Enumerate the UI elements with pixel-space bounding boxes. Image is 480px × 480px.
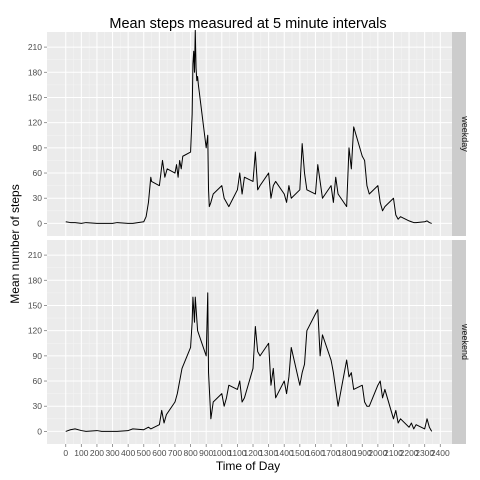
x-tick-label: 1900 <box>353 448 372 458</box>
x-tick-label: 400 <box>121 448 135 458</box>
y-tick-label: 0 <box>37 218 42 228</box>
panels-layer: 0 30 60 90 120 150 180 210 weekday 0 30 60 90 120 150 1… <box>28 29 470 458</box>
y-tick-label: 60 <box>33 376 43 386</box>
x-tick-label: 2000 <box>368 448 387 458</box>
series-line-weekday <box>65 29 432 224</box>
facet-strip <box>452 32 466 236</box>
x-tick-label: 1400 <box>275 448 294 458</box>
x-tick-label: 2300 <box>415 448 434 458</box>
panel-background <box>47 240 452 444</box>
x-tick-label: 1800 <box>337 448 356 458</box>
panel-weekday: 0 30 60 90 120 150 180 210 weekday <box>28 29 470 236</box>
y-tick-label: 210 <box>28 42 42 52</box>
x-tick-label: 100 <box>74 448 88 458</box>
y-tick-label: 180 <box>28 275 42 285</box>
facet-strip-label: weekday <box>460 115 470 152</box>
x-tick-label: 300 <box>105 448 119 458</box>
y-tick-label: 90 <box>33 351 43 361</box>
panel-weekend: 0 30 60 90 120 150 180 210 weekend <box>28 240 470 444</box>
x-tick-label: 0 <box>63 448 68 458</box>
x-tick-label: 1700 <box>322 448 341 458</box>
y-tick-label: 120 <box>28 326 42 336</box>
y-tick-label: 30 <box>33 401 43 411</box>
x-tick-label: 1600 <box>306 448 325 458</box>
y-axis-title: Mean number of steps <box>8 184 22 303</box>
x-tick-label: 1200 <box>244 448 263 458</box>
series-line-weekend <box>65 292 433 432</box>
y-tick-label: 150 <box>28 92 42 102</box>
y-tick-label: 210 <box>28 250 42 260</box>
y-tick-label: 0 <box>37 426 42 436</box>
x-tick-label: 2400 <box>431 448 450 458</box>
x-tick-label: 700 <box>168 448 182 458</box>
x-tick-label: 1500 <box>290 448 309 458</box>
y-tick-label: 150 <box>28 300 42 310</box>
x-tick-label: 900 <box>199 448 213 458</box>
facet-strip <box>452 240 466 444</box>
y-tick-label: 180 <box>28 67 42 77</box>
x-tick-label: 800 <box>183 448 197 458</box>
y-tick-label: 60 <box>33 168 43 178</box>
y-tick-label: 120 <box>28 118 42 128</box>
x-tick-label: 1000 <box>212 448 231 458</box>
panel-background <box>47 32 452 236</box>
chart-title: Mean steps measured at 5 minute interval… <box>109 16 386 32</box>
x-tick-label: 600 <box>152 448 166 458</box>
x-tick-label: 200 <box>90 448 104 458</box>
y-tick-label: 30 <box>33 193 43 203</box>
facet-strip-label: weekend <box>460 323 470 360</box>
x-tick-label: 1100 <box>228 448 247 458</box>
x-tick-label: 1300 <box>259 448 278 458</box>
x-axis-title: Time of Day <box>216 459 280 473</box>
y-tick-label: 90 <box>33 143 43 153</box>
x-tick-label: 2100 <box>384 448 403 458</box>
x-tick-label: 500 <box>137 448 151 458</box>
x-tick-label: 2200 <box>400 448 419 458</box>
x-axis: 0 100 200 300 400 500 600 700 800 900 100011001200… <box>63 444 450 458</box>
